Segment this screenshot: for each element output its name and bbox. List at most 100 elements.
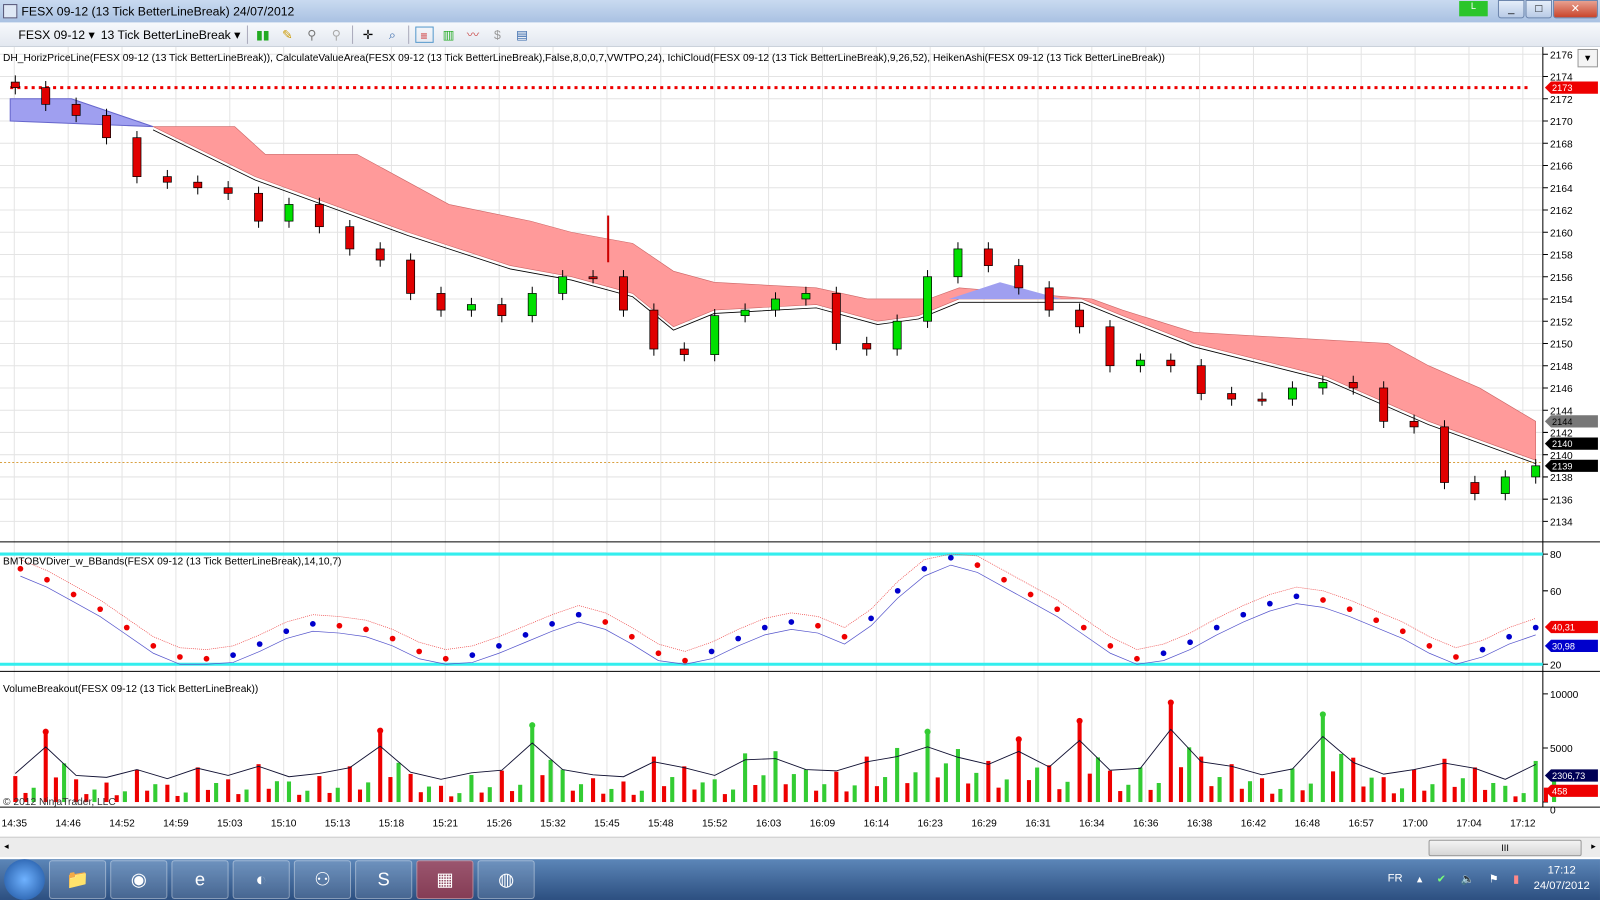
copyright: © 2012 NinjaTrader, LLC <box>3 796 116 809</box>
network-icon[interactable]: ⚇ <box>293 860 352 899</box>
pencil-icon[interactable]: ✎ <box>282 27 293 42</box>
pin-add-icon[interactable]: ⚲ <box>307 27 317 42</box>
osc-dot-up <box>469 652 476 658</box>
ie-icon[interactable]: e <box>171 860 229 899</box>
order-panel-icon[interactable]: ≡ <box>414 26 434 43</box>
candle-up <box>527 293 537 317</box>
dollar-icon[interactable]: $ <box>494 27 501 42</box>
volume-bar <box>883 777 888 803</box>
volume-bar <box>1168 702 1173 803</box>
osc-dot-down <box>1320 597 1326 603</box>
volume-bar <box>1543 787 1548 803</box>
volume-bar <box>305 790 310 803</box>
y-tick-label: 2176 <box>1550 50 1573 61</box>
volume-bar <box>53 777 58 803</box>
chrome-icon[interactable]: ◉ <box>110 860 168 899</box>
x-tick-label: 15:26 <box>486 819 512 830</box>
volume-bar <box>214 782 219 803</box>
volume-bar <box>1278 788 1283 803</box>
flag-icon[interactable]: ⚑ <box>1488 872 1499 886</box>
osc-dot-down <box>177 654 183 660</box>
volume-bar <box>244 789 249 803</box>
y-tick-label: 2166 <box>1550 162 1573 173</box>
osc-dot-down <box>1107 643 1114 649</box>
volume-bar <box>1320 714 1325 803</box>
volume-bar <box>1077 720 1082 803</box>
scroll-left-arrow[interactable]: ◂ <box>4 840 9 852</box>
ninjatrader-icon[interactable]: ▦ <box>416 860 474 899</box>
language-indicator[interactable]: FR <box>1387 872 1403 885</box>
indicators-icon[interactable]: 〰 <box>466 27 480 42</box>
y-tick-label: 2136 <box>1550 495 1573 506</box>
globe-icon[interactable]: ◍ <box>477 860 535 899</box>
x-tick-label: 15:48 <box>648 819 674 830</box>
osc-dot-up <box>283 628 290 635</box>
candle-up <box>710 315 720 355</box>
osc-dot-down <box>70 591 77 598</box>
zoom-icon[interactable]: ⌕ <box>388 27 396 42</box>
volume-bar <box>1107 770 1113 803</box>
period-dropdown[interactable]: 13 Tick BetterLineBreak ▾ <box>100 27 241 42</box>
y-tick-label: 2148 <box>1550 362 1573 373</box>
show-hidden-icon[interactable]: ▴ <box>1416 872 1423 886</box>
candle-down <box>1440 426 1449 483</box>
volume-bar <box>122 791 127 803</box>
volume-bar <box>1247 781 1253 803</box>
instrument-dropdown[interactable]: FESX 09-12 ▾ <box>18 27 95 42</box>
volume-average-line <box>15 728 1536 780</box>
volume-bar <box>1412 769 1417 803</box>
x-tick-label: 15:32 <box>540 819 566 830</box>
osc-dot-up <box>1267 600 1273 607</box>
volume-bar <box>935 777 940 803</box>
app-icon[interactable]: ◐ <box>232 860 290 899</box>
osc-dot-up <box>894 587 901 594</box>
kijun-line <box>152 129 1536 464</box>
scrollbar-thumb[interactable]: III <box>1428 839 1582 857</box>
volume-bar <box>700 782 705 803</box>
volume-bar <box>457 793 462 803</box>
pin-remove-icon[interactable]: ⚲ <box>331 27 341 42</box>
y-tick-label: 2142 <box>1550 429 1573 440</box>
x-tick-label: 16:57 <box>1348 819 1374 830</box>
volume-bar <box>662 786 667 803</box>
start-button[interactable] <box>4 859 45 900</box>
x-tick-label: 17:00 <box>1402 819 1428 830</box>
explorer-icon[interactable]: 📁 <box>48 860 107 899</box>
link-badge[interactable]: L <box>1459 1 1488 17</box>
security-icon[interactable]: ✔ <box>1436 872 1447 886</box>
x-tick-label: 14:52 <box>109 819 135 830</box>
volume-panel-label: VolumeBreakout(FESX 09-12 (13 Tick Bette… <box>3 683 259 695</box>
scroll-right-arrow[interactable]: ▸ <box>1591 840 1596 852</box>
x-tick-label: 15:13 <box>325 819 351 830</box>
crosshair-icon[interactable]: ✛ <box>362 27 373 42</box>
volume-bar <box>378 730 383 803</box>
osc-dot-up <box>496 643 502 649</box>
close-button[interactable]: ✕ <box>1553 0 1598 19</box>
separator <box>351 24 353 44</box>
panel-menu-button[interactable]: ▼ <box>1577 48 1598 68</box>
volume-icon[interactable]: 🔈 <box>1460 872 1475 886</box>
horizontal-scrollbar[interactable]: ◂ III ▸ <box>0 836 1600 858</box>
volume-bar <box>1126 784 1131 803</box>
volume-bar <box>731 789 736 803</box>
y-tick-label: 2140 <box>1550 451 1573 462</box>
volume-tick-label: 0 <box>1550 805 1556 816</box>
candle-down <box>406 259 416 294</box>
volume-bar <box>274 781 279 803</box>
power-icon[interactable]: ▮ <box>1513 872 1520 886</box>
skype-icon[interactable]: S <box>355 860 413 899</box>
candle-down <box>1379 387 1389 422</box>
minimize-button[interactable]: _ <box>1497 0 1525 19</box>
chart-svg[interactable]: 14:35 14:46 14:52 14:59 15:03 15:10 15:13 15:18… <box>0 46 1600 837</box>
x-tick-label: 14:46 <box>55 819 81 830</box>
volume-bar <box>1369 777 1374 803</box>
bar-style-icon[interactable]: ▮▮ <box>256 27 270 42</box>
chart-area[interactable]: 14:35 14:46 14:52 14:59 15:03 15:10 15:13 15:18… <box>0 46 1600 837</box>
properties-icon[interactable]: ▤ <box>516 27 528 42</box>
volume-bar <box>335 787 340 803</box>
x-tick-label: 15:52 <box>702 819 728 830</box>
data-box-icon[interactable]: ▥ <box>442 27 455 42</box>
maximize-button[interactable]: □ <box>1525 0 1553 19</box>
clock[interactable]: 17:12 24/07/2012 <box>1534 863 1590 894</box>
x-tick-label: 15:03 <box>217 819 243 830</box>
